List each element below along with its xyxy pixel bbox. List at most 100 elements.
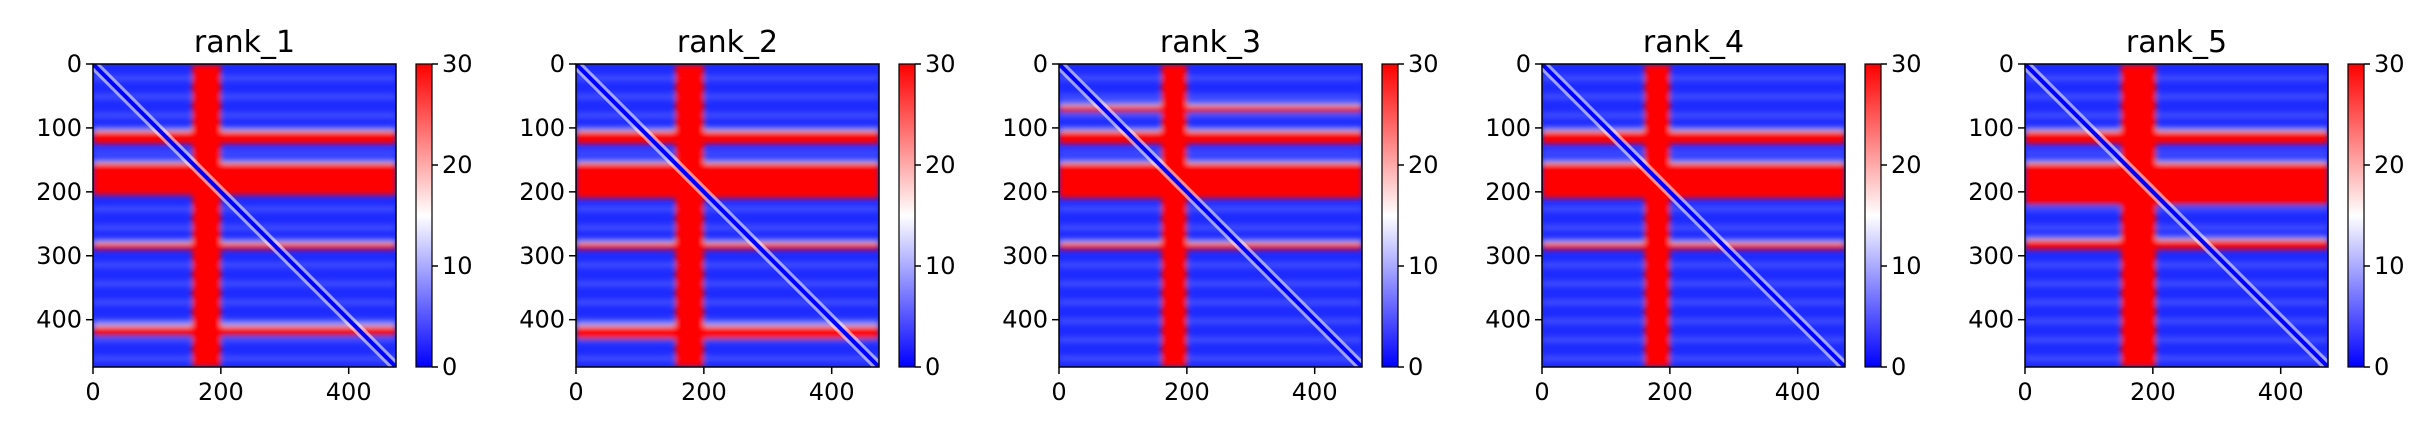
column-band xyxy=(192,64,221,367)
texture-line xyxy=(2025,225,2328,230)
row-band-edge xyxy=(576,239,879,243)
row-band xyxy=(1542,131,1845,144)
row-band-edge xyxy=(1542,128,1845,132)
heatmap-panel-2: rank_2 0 200 400 0 100 200 300 400 0 10 20 30 xyxy=(519,25,955,406)
row-band xyxy=(1059,105,1362,112)
texture-line xyxy=(1542,281,1845,286)
texture-line xyxy=(1059,225,1362,230)
texture-line xyxy=(2025,281,2328,286)
row-band-edge xyxy=(1542,239,1845,243)
heatmap-panel-4: rank_4 0 200 400 0 100 200 300 400 0 10 20 30 xyxy=(1485,25,1921,406)
row-band xyxy=(2025,239,2328,250)
panel-title: rank_5 xyxy=(2126,25,2227,60)
heatmap-image xyxy=(1542,64,1845,367)
diagonal-line xyxy=(1542,64,1845,367)
texture-line xyxy=(1059,319,1362,324)
column-band xyxy=(1644,64,1670,367)
colorbar-tick-label: 20 xyxy=(925,151,956,179)
row-band-edge xyxy=(93,239,396,243)
texture-line xyxy=(2025,113,2328,118)
y-tick-label: 100 xyxy=(1485,114,1531,142)
heatmap-image xyxy=(1059,64,1362,367)
heatmap-image xyxy=(576,64,879,367)
texture-line xyxy=(1542,263,1845,267)
diagonal-line xyxy=(576,64,879,367)
texture-line xyxy=(576,356,879,361)
axes-frame xyxy=(92,63,397,368)
x-tick-label: 200 xyxy=(1164,378,1210,406)
texture-line xyxy=(2025,263,2328,267)
y-tick-label: 100 xyxy=(519,114,565,142)
colorbar xyxy=(1381,63,1399,368)
row-band xyxy=(2025,131,2328,144)
y-tick-label: 400 xyxy=(1485,306,1531,334)
texture-line xyxy=(93,94,396,99)
row-band xyxy=(1059,163,1362,199)
x-tick-label: 0 xyxy=(568,378,583,406)
heatmap-bands xyxy=(1059,64,1362,367)
row-band xyxy=(93,326,396,336)
y-tick-label: 200 xyxy=(519,178,565,206)
row-band-edge xyxy=(576,160,879,164)
y-tick-label: 400 xyxy=(1968,306,2014,334)
texture-line xyxy=(576,281,879,286)
texture-line xyxy=(1542,356,1845,361)
colorbar-tick-label: 0 xyxy=(2374,353,2389,381)
heatmap-image xyxy=(93,64,396,367)
row-band xyxy=(576,242,879,250)
texture-line xyxy=(1059,94,1362,99)
texture-line xyxy=(93,337,396,342)
row-band xyxy=(1059,131,1362,144)
row-band xyxy=(2025,163,2328,205)
row-band xyxy=(1542,163,1845,199)
texture-line xyxy=(93,281,396,286)
y-tick-label: 300 xyxy=(36,242,82,270)
colorbar-tick-label: 0 xyxy=(1891,353,1906,381)
colorbar-tick-label: 20 xyxy=(2374,151,2405,179)
colorbar-tick-label: 0 xyxy=(925,353,940,381)
axes-frame xyxy=(575,63,880,368)
panel-title: rank_3 xyxy=(1160,25,1261,60)
colorbar-tick-label: 0 xyxy=(442,353,457,381)
colorbar-tick-label: 20 xyxy=(442,151,473,179)
row-band-edge xyxy=(1059,239,1362,243)
colorbar-tick-label: 30 xyxy=(442,50,473,78)
texture-line xyxy=(576,225,879,230)
colorbar-tick-label: 30 xyxy=(1408,50,1439,78)
x-tick-label: 400 xyxy=(1292,378,1338,406)
heatmap-panel-1: rank_1 0 200 400 0 100 200 300 400 0 10 20 30 xyxy=(36,25,472,406)
row-band-edge xyxy=(1059,102,1362,106)
y-tick-label: 0 xyxy=(1999,50,2014,78)
y-tick-label: 300 xyxy=(1002,242,1048,270)
texture-line xyxy=(576,319,879,324)
diagonal-line xyxy=(93,64,396,367)
texture-line xyxy=(93,150,396,155)
y-tick-label: 100 xyxy=(36,114,82,142)
texture-line xyxy=(1059,300,1362,305)
row-band-edge xyxy=(2025,128,2328,132)
texture-line xyxy=(93,225,396,230)
x-tick-label: 0 xyxy=(1051,378,1066,406)
column-band xyxy=(2120,64,2157,367)
colorbar-tick-label: 30 xyxy=(2374,50,2405,78)
colorbar xyxy=(415,63,433,368)
colorbar-tick-label: 10 xyxy=(925,252,956,280)
row-band xyxy=(576,131,879,144)
colorbar-tick-label: 20 xyxy=(1891,151,1922,179)
colorbar-tick-label: 10 xyxy=(2374,252,2405,280)
texture-line xyxy=(576,113,879,118)
x-tick-label: 400 xyxy=(326,378,372,406)
y-tick-label: 200 xyxy=(1968,178,2014,206)
texture-line xyxy=(93,300,396,305)
heatmap-bands xyxy=(1542,64,1845,367)
texture-line xyxy=(1542,113,1845,118)
texture-line xyxy=(93,113,396,118)
texture-line xyxy=(1059,113,1362,118)
x-tick-label: 400 xyxy=(1775,378,1821,406)
row-band-edge xyxy=(2025,160,2328,164)
texture-line xyxy=(1542,319,1845,324)
x-tick-label: 0 xyxy=(85,378,100,406)
diagonal-line xyxy=(1059,64,1362,367)
x-tick-label: 0 xyxy=(2017,378,2032,406)
panel-title: rank_4 xyxy=(1643,25,1744,60)
